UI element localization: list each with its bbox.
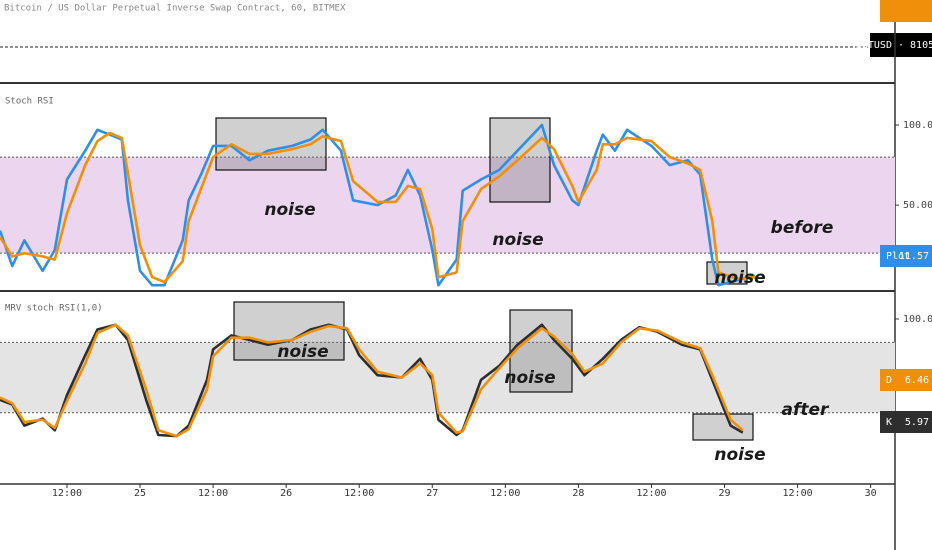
- y-tick-label: 100.00: [903, 314, 932, 325]
- last-value: 11.57: [899, 251, 929, 262]
- x-tick-label: 29: [719, 488, 731, 499]
- annotation: noise: [277, 342, 328, 362]
- annotation-box: [692, 413, 754, 441]
- series-line: [0, 123, 756, 287]
- x-tick-label: 12:00: [52, 488, 82, 499]
- series-line: [0, 323, 744, 438]
- x-tick-label: 25: [134, 488, 146, 499]
- annotation: noise: [504, 368, 555, 388]
- last-value: 5.97: [905, 417, 929, 428]
- x-tick-label: 26: [280, 488, 292, 499]
- panel-title: Stoch RSI: [5, 97, 54, 107]
- y-tick-label: 100.00: [903, 120, 932, 131]
- symbol-tag-bg: [870, 33, 932, 57]
- panel-title: MRV stoch RSI(1,0): [5, 304, 103, 314]
- last-value: 6.46: [905, 375, 929, 386]
- annotation-box: [509, 309, 573, 393]
- x-tick-label: 12:00: [198, 488, 228, 499]
- band-fill: [0, 157, 895, 254]
- symbol-tag: XBTUSD · 8105.0: [856, 40, 932, 51]
- annotation-box: [489, 117, 551, 203]
- x-tick-label: 30: [865, 488, 877, 499]
- x-tick-label: 12:00: [783, 488, 813, 499]
- last-value-name: Plot: [886, 251, 910, 262]
- last-value-tag: [880, 411, 932, 433]
- annotation-box: [233, 301, 345, 361]
- last-value-name: D: [886, 375, 892, 386]
- annotation: noise: [264, 200, 315, 220]
- chart-header-title: Bitcoin / US Dollar Perpetual Inverse Sw…: [4, 4, 346, 14]
- annotation: noise: [492, 230, 543, 250]
- x-tick-label: 27: [426, 488, 438, 499]
- last-value-tag: [880, 0, 932, 22]
- x-tick-label: 12:00: [344, 488, 374, 499]
- series-line: [0, 131, 756, 284]
- annotation: before: [771, 218, 834, 238]
- annotation: after: [782, 400, 831, 420]
- last-value-tag: [880, 245, 932, 267]
- last-value-name: K: [886, 417, 892, 428]
- y-tick-label: 50.00: [903, 200, 932, 211]
- x-tick-label: 12:00: [636, 488, 666, 499]
- annotation: noise: [714, 268, 765, 288]
- x-tick-label: 12:00: [490, 488, 520, 499]
- last-value-tag: [880, 369, 932, 391]
- annotation: noise: [714, 445, 765, 465]
- x-tick-label: 28: [572, 488, 584, 499]
